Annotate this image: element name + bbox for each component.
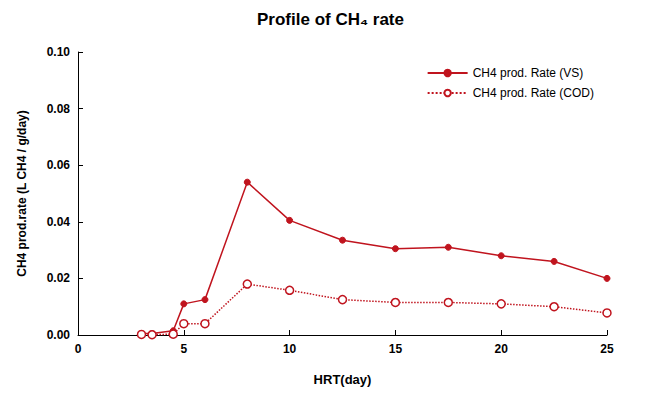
svg-text:10: 10 — [283, 342, 297, 356]
svg-text:0.04: 0.04 — [47, 215, 71, 229]
svg-text:CH4 prod. Rate (COD): CH4 prod. Rate (COD) — [473, 86, 594, 100]
svg-text:0.08: 0.08 — [47, 102, 71, 116]
svg-text:CH4 prod. Rate (VS): CH4 prod. Rate (VS) — [473, 66, 584, 80]
svg-text:25: 25 — [600, 342, 614, 356]
svg-text:5: 5 — [180, 342, 187, 356]
svg-text:15: 15 — [389, 342, 403, 356]
svg-text:0.00: 0.00 — [47, 328, 71, 342]
svg-text:HRT(day): HRT(day) — [314, 372, 372, 387]
svg-text:0.10: 0.10 — [47, 45, 71, 59]
svg-text:CH4 prod.rate (L CH4 / g/day): CH4 prod.rate (L CH4 / g/day) — [15, 110, 29, 276]
svg-text:0: 0 — [75, 342, 82, 356]
svg-text:Profile of CH₄ rate: Profile of CH₄ rate — [257, 10, 404, 29]
svg-text:20: 20 — [495, 342, 509, 356]
svg-text:0.02: 0.02 — [47, 271, 71, 285]
svg-text:0.06: 0.06 — [47, 158, 71, 172]
